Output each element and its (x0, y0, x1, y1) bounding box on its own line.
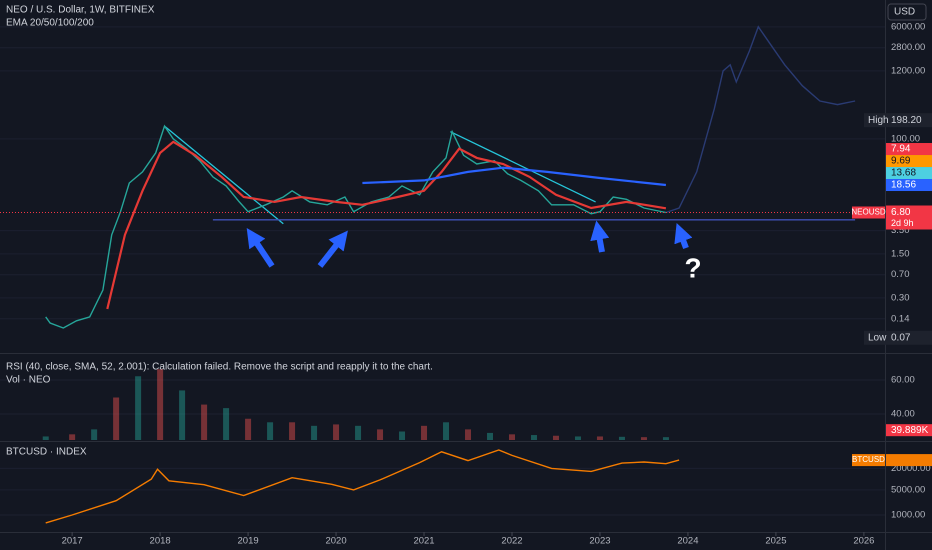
volume-bar (596, 436, 603, 440)
volume-bar (135, 376, 142, 440)
volume-bar (179, 390, 186, 440)
currency-button[interactable] (887, 3, 927, 21)
low-value: 0.07 (891, 332, 911, 343)
x-tick-label: 2021 (413, 536, 434, 547)
volume-bar (465, 429, 472, 440)
countdown: 2d 9h (891, 218, 914, 228)
volume-bar (487, 432, 494, 440)
y-tick-label: 20000.00 (891, 463, 931, 474)
y-tick-label: 2800.00 (891, 42, 925, 53)
volume-bar (245, 418, 252, 440)
price-label: 7.94 (891, 144, 911, 155)
price-label: 18.56 (891, 180, 916, 191)
x-tick-label: 2026 (853, 536, 874, 547)
symbol-box (852, 206, 885, 219)
price-label-box (886, 143, 932, 156)
high-value: 198.20 (891, 115, 922, 126)
x-tick-label: 2022 (501, 536, 522, 547)
volume-bar (267, 422, 274, 440)
volume-bar (640, 437, 647, 440)
rsi-label: RSI (40, close, SMA, 52, 2.001): Calcula… (6, 362, 433, 373)
volume-bar (552, 435, 559, 440)
volume-bar (157, 369, 164, 440)
high-name: High (868, 115, 889, 126)
x-tick-label: 2018 (150, 536, 171, 547)
currency-label[interactable]: USD (894, 7, 915, 18)
y-tick-label: 0.14 (891, 313, 910, 324)
line-series (45, 124, 667, 329)
volume-bar (333, 424, 340, 440)
volume-bar (530, 435, 537, 440)
volume-bar (311, 425, 318, 440)
y-tick-label: 1.50 (891, 248, 910, 259)
series-label-box (852, 454, 885, 467)
symbol-label: NEOUSD (851, 208, 885, 217)
volume-bar (443, 422, 450, 440)
volume-bar (113, 397, 120, 440)
price-label-box (886, 167, 932, 180)
price-label: 9.69 (891, 156, 911, 167)
volume-bar (421, 425, 428, 440)
chart-title: NEO / U.S. Dollar, 1W, BITFINEX (6, 5, 155, 16)
arrows (246, 220, 693, 268)
volume-last: 39.889K (891, 425, 929, 436)
line-series (164, 125, 284, 225)
x-tick-label: 2024 (677, 536, 698, 547)
annotation: ? (684, 252, 701, 283)
volume-bar (91, 429, 98, 440)
x-tick-label: 2017 (62, 536, 83, 547)
volume-bar (508, 434, 515, 440)
low-box (864, 330, 932, 345)
x-tick-label: 2019 (238, 536, 259, 547)
high-box (864, 113, 932, 128)
y-tick-label: 3.50 (891, 225, 910, 236)
price-label: 13.68 (891, 168, 916, 179)
volume-bar (618, 436, 625, 440)
y-tick-label: 100.00 (891, 133, 920, 144)
price-label-box (886, 155, 932, 168)
btc-label: BTCUSD · INDEX (6, 447, 87, 458)
line-series (665, 25, 856, 214)
volume-bar (201, 404, 208, 440)
volume-label-box (886, 424, 932, 437)
y-tick-label: 1000.00 (891, 509, 925, 520)
x-tick-label: 2025 (765, 536, 786, 547)
low-name: Low (868, 332, 887, 343)
x-tick-label: 2020 (325, 536, 346, 547)
volume-bar (574, 436, 581, 440)
y-tick-label: 6000.00 (891, 21, 925, 32)
last-price-box (886, 205, 932, 230)
indicator-label: EMA 20/50/100/200 (6, 18, 94, 29)
y-tick-label: 40.00 (891, 409, 915, 420)
y-tick-label: 5000.00 (891, 484, 925, 495)
volume-label: Vol · NEO (6, 375, 51, 386)
y-tick-label: 1200.00 (891, 65, 925, 76)
volume-bar (377, 429, 384, 440)
axis-label-box (886, 454, 932, 467)
price-label-box (886, 179, 932, 192)
line-series (45, 449, 680, 524)
line-series (362, 166, 667, 187)
volume-bar (223, 408, 230, 440)
series-label: BTCUSD (852, 455, 885, 464)
x-tick-label: 2023 (589, 536, 610, 547)
volume-bar (289, 422, 296, 440)
volume-bar (662, 437, 669, 440)
line-series (450, 131, 596, 203)
line-series (106, 140, 667, 310)
volume-bar (399, 431, 406, 440)
y-tick-label: 0.30 (891, 292, 910, 303)
volume-bar (355, 425, 362, 440)
volume-bar (42, 436, 49, 440)
y-tick-label: 0.70 (891, 269, 910, 280)
y-tick-label: 60.00 (891, 375, 915, 386)
last-price: 6.80 (891, 207, 911, 218)
volume-bar (69, 434, 76, 440)
